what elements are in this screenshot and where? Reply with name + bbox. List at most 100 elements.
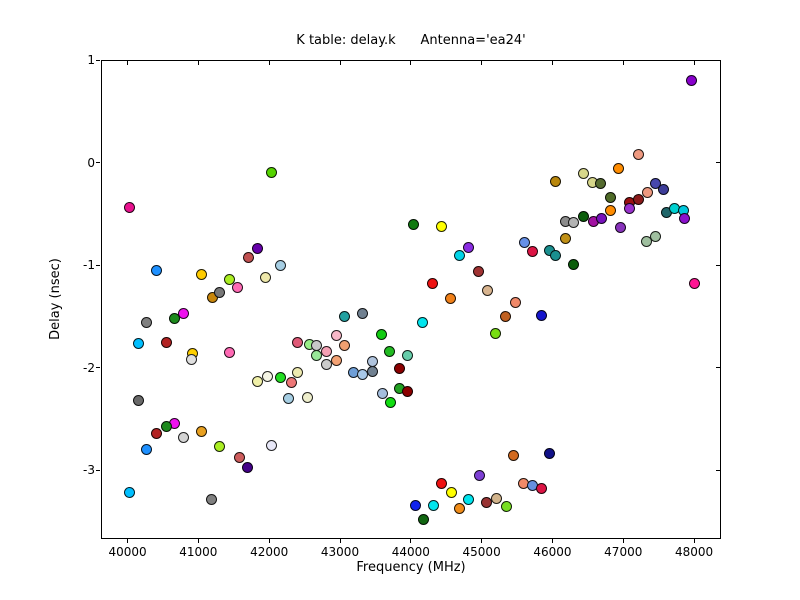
data-point	[500, 500, 512, 512]
data-point	[550, 175, 562, 187]
y-tick-mark	[96, 162, 100, 164]
data-point	[233, 452, 245, 464]
data-point	[426, 278, 438, 290]
data-point	[357, 307, 369, 319]
data-point	[550, 250, 562, 262]
data-point	[642, 186, 654, 198]
x-tick-mark	[622, 539, 624, 543]
data-point	[206, 292, 218, 304]
x-tick-mark	[481, 539, 483, 543]
data-point	[544, 448, 556, 460]
x-tick-mark	[127, 539, 129, 543]
x-tick-mark	[410, 539, 412, 543]
data-point	[260, 271, 272, 283]
data-point	[418, 513, 430, 525]
data-point	[330, 355, 342, 366]
y-tick-mark	[96, 59, 100, 61]
x-tick-label: 48000	[674, 545, 714, 559]
data-point	[650, 177, 662, 189]
data-point	[508, 450, 520, 462]
data-point	[292, 336, 304, 348]
data-point	[650, 230, 662, 242]
x-tick-label: 44000	[391, 545, 430, 559]
data-point	[133, 395, 145, 406]
data-point	[393, 363, 405, 375]
data-point	[641, 236, 653, 248]
x-tick-mark	[410, 61, 412, 65]
chart-title: K table: delay.k Antenna='ea24'	[296, 33, 526, 48]
x-tick-label: 43000	[320, 545, 360, 559]
x-tick-mark	[268, 539, 270, 543]
data-point	[283, 392, 295, 404]
y-tick-label: -3	[83, 463, 95, 478]
data-point	[330, 330, 342, 342]
data-point	[320, 345, 332, 357]
data-point	[472, 265, 484, 277]
data-point	[178, 307, 190, 319]
data-point	[275, 259, 287, 271]
data-point	[633, 148, 645, 160]
x-tick-mark	[197, 539, 199, 543]
data-point	[535, 309, 547, 321]
y-tick-label: 0	[87, 155, 95, 170]
data-point	[214, 441, 226, 453]
data-point	[568, 216, 580, 228]
x-tick-label: 40000	[108, 545, 147, 559]
data-point	[453, 250, 465, 262]
data-point	[366, 356, 378, 368]
data-point	[214, 287, 226, 299]
data-point	[473, 469, 485, 481]
y-axis-label: Delay (nsec)	[48, 258, 63, 340]
data-point	[454, 502, 466, 514]
data-point	[376, 387, 388, 399]
data-point	[632, 193, 644, 205]
x-tick-mark	[622, 61, 624, 65]
data-point	[223, 273, 235, 285]
data-point	[559, 232, 571, 244]
y-tick-label: -2	[83, 360, 95, 375]
data-point	[160, 336, 172, 348]
data-point	[679, 213, 691, 225]
data-point	[311, 349, 323, 361]
data-point	[436, 478, 448, 490]
y-tick-mark	[716, 162, 720, 164]
x-tick-mark	[693, 61, 695, 65]
data-point	[124, 487, 136, 499]
data-point	[151, 427, 163, 439]
data-point	[285, 376, 297, 388]
x-tick-mark	[551, 61, 553, 65]
y-tick-mark	[96, 469, 100, 471]
data-point	[275, 372, 287, 384]
y-tick-mark	[716, 469, 720, 471]
data-point	[133, 337, 145, 349]
y-tick-label: 1	[87, 53, 95, 67]
data-point	[196, 425, 208, 437]
x-tick-mark	[481, 61, 483, 65]
data-point	[292, 367, 304, 379]
data-point	[242, 461, 254, 473]
data-point	[375, 329, 387, 341]
x-tick-label: 42000	[250, 545, 289, 559]
y-tick-label: -1	[83, 258, 95, 273]
y-tick-mark	[716, 59, 720, 61]
data-point	[595, 177, 607, 189]
x-tick-label: 46000	[533, 545, 572, 559]
x-tick-mark	[197, 61, 199, 65]
y-tick-mark	[716, 264, 720, 266]
data-point	[417, 317, 429, 329]
data-point	[141, 444, 153, 456]
data-point	[160, 420, 172, 432]
data-point	[436, 220, 448, 232]
data-point	[251, 375, 263, 387]
data-point	[178, 431, 190, 443]
data-point	[535, 483, 547, 495]
data-point	[123, 202, 135, 214]
data-point	[339, 310, 351, 322]
data-point	[385, 397, 397, 409]
data-point	[463, 242, 475, 254]
x-tick-mark	[693, 539, 695, 543]
data-point	[445, 487, 457, 499]
x-tick-label: 41000	[179, 545, 218, 559]
data-point	[686, 74, 698, 86]
